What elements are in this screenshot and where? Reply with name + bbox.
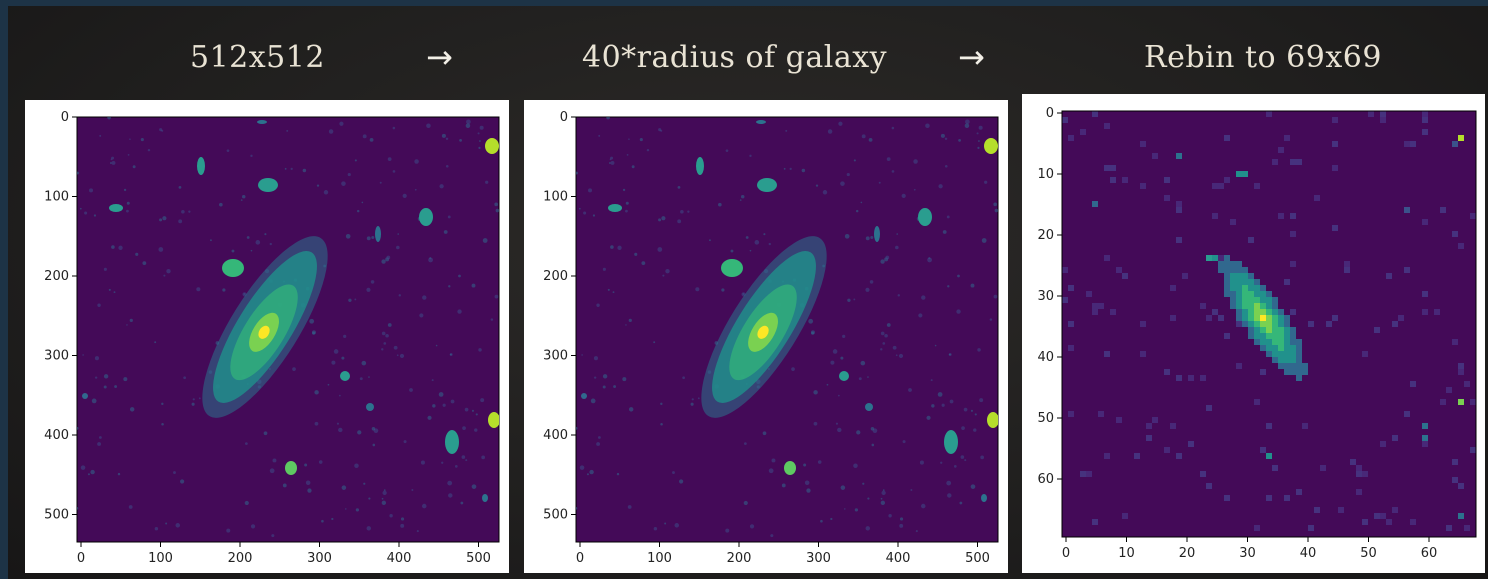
y-tick-label: 400 xyxy=(543,428,568,443)
caption-rebin: Rebin to 69x69 xyxy=(1144,40,1382,75)
object-blob xyxy=(485,138,499,154)
object-blob xyxy=(944,430,958,454)
plot-cropped: 0 100 200 300 400 500 0 100 200 300 400 500 xyxy=(543,110,999,566)
x-tick-label: 0 xyxy=(576,551,584,566)
galaxy xyxy=(202,236,328,418)
object-blob xyxy=(987,412,998,428)
y-tick-label: 40 xyxy=(1037,350,1054,365)
object-blob xyxy=(984,138,998,154)
x-tick-label: 400 xyxy=(886,551,911,566)
object-blob xyxy=(784,461,796,475)
bright-pixel xyxy=(1242,171,1248,177)
y-tick-label: 100 xyxy=(543,190,568,205)
y-tick-label: 200 xyxy=(543,269,568,284)
x-tick-label: 500 xyxy=(466,551,491,566)
object-blob xyxy=(488,412,499,428)
plot-rebinned: 0 10 20 30 40 50 60 0 10 20 30 40 50 60 xyxy=(1037,106,1477,561)
bright-pixel xyxy=(1206,255,1212,261)
object-blob xyxy=(258,178,278,192)
y-tick-label: 10 xyxy=(1037,167,1054,182)
y-tick-label: 300 xyxy=(543,349,568,364)
object-blob xyxy=(721,259,743,277)
sky-objects xyxy=(576,117,998,538)
object-blob xyxy=(109,204,123,212)
x-tick-label: 300 xyxy=(806,551,831,566)
bright-pixel xyxy=(1212,255,1218,261)
object-blob xyxy=(756,120,766,124)
object-blob xyxy=(581,393,587,399)
object-blob xyxy=(375,226,381,242)
object-blob xyxy=(257,120,267,124)
arrow-right-icon: → xyxy=(426,38,453,76)
bright-pixel xyxy=(1452,141,1458,147)
object-blob xyxy=(918,208,932,226)
bright-pixel xyxy=(1422,435,1428,441)
y-tick-label: 30 xyxy=(1037,289,1054,304)
y-tick-label: 400 xyxy=(44,428,69,443)
object-blob xyxy=(222,259,244,277)
y-tick-label: 20 xyxy=(1037,228,1054,243)
caption-crop-radius: 40*radius of galaxy xyxy=(582,40,888,75)
x-tick-label: 40 xyxy=(1300,546,1317,561)
galaxy xyxy=(701,236,827,418)
object-blob xyxy=(285,461,297,475)
y-tick-label: 0 xyxy=(560,110,568,125)
bright-pixel xyxy=(1092,201,1098,207)
rebinned-pixels xyxy=(1062,111,1476,531)
y-tick-label: 500 xyxy=(44,508,69,523)
image-panel-original: 0 100 200 300 400 500 0 100 200 300 400 500 xyxy=(25,100,509,573)
object-blob xyxy=(696,157,704,175)
bright-pixel xyxy=(1458,135,1464,141)
x-tick-label: 20 xyxy=(1179,546,1196,561)
image-panel-rebinned: 0 10 20 30 40 50 60 0 10 20 30 40 50 60 xyxy=(1022,94,1485,573)
bright-pixel xyxy=(1458,399,1464,405)
object-blob xyxy=(82,393,88,399)
bright-pixel xyxy=(1404,207,1410,213)
object-blob xyxy=(366,403,374,411)
bright-pixel xyxy=(1422,423,1428,429)
x-tick-label: 200 xyxy=(727,551,752,566)
bright-pixel xyxy=(1236,171,1242,177)
object-blob xyxy=(482,494,488,502)
x-tick-label: 0 xyxy=(1062,546,1070,561)
y-tick-label: 0 xyxy=(1046,106,1054,121)
image-panel-cropped: 0 100 200 300 400 500 0 100 200 300 400 500 xyxy=(524,100,1008,573)
x-tick-label: 60 xyxy=(1421,546,1438,561)
object-blob xyxy=(608,204,622,212)
y-tick-label: 500 xyxy=(543,508,568,523)
x-tick-label: 500 xyxy=(965,551,990,566)
x-tick-label: 100 xyxy=(647,551,672,566)
bright-pixel xyxy=(1176,153,1182,159)
object-blob xyxy=(981,494,987,502)
galaxy-core-pixel xyxy=(1260,315,1266,321)
object-blob xyxy=(865,403,873,411)
y-tick-label: 60 xyxy=(1037,472,1054,487)
y-tick-label: 300 xyxy=(44,349,69,364)
x-tick-label: 100 xyxy=(148,551,173,566)
y-tick-label: 200 xyxy=(44,269,69,284)
sky-objects xyxy=(77,117,499,538)
object-blob xyxy=(419,208,433,226)
plot-original: 0 100 200 300 400 500 0 100 200 300 400 500 xyxy=(44,110,500,566)
bright-pixel xyxy=(1266,453,1272,459)
x-tick-label: 400 xyxy=(387,551,412,566)
arrow-right-icon: → xyxy=(958,38,985,76)
x-tick-label: 10 xyxy=(1118,546,1135,561)
x-tick-label: 0 xyxy=(77,551,85,566)
object-blob xyxy=(874,226,880,242)
y-tick-label: 0 xyxy=(61,110,69,125)
x-tick-label: 30 xyxy=(1239,546,1256,561)
object-blob xyxy=(757,178,777,192)
object-blob xyxy=(839,371,849,381)
object-blob xyxy=(340,371,350,381)
caption-original-size: 512x512 xyxy=(190,40,325,75)
y-tick-label: 100 xyxy=(44,190,69,205)
bright-pixel xyxy=(1458,513,1464,519)
x-tick-label: 50 xyxy=(1360,546,1377,561)
y-tick-label: 50 xyxy=(1037,411,1054,426)
x-tick-label: 200 xyxy=(228,551,253,566)
object-blob xyxy=(445,430,459,454)
object-blob xyxy=(197,157,205,175)
x-tick-label: 300 xyxy=(307,551,332,566)
